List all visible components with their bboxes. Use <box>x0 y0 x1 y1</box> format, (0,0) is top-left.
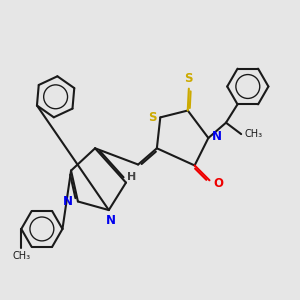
Text: S: S <box>148 111 156 124</box>
Text: CH₃: CH₃ <box>12 251 30 261</box>
Text: H: H <box>127 172 136 182</box>
Text: CH₃: CH₃ <box>244 129 263 139</box>
Text: N: N <box>63 195 73 208</box>
Text: N: N <box>212 130 222 143</box>
Text: N: N <box>106 214 116 227</box>
Text: S: S <box>184 72 193 85</box>
Text: O: O <box>213 176 223 190</box>
